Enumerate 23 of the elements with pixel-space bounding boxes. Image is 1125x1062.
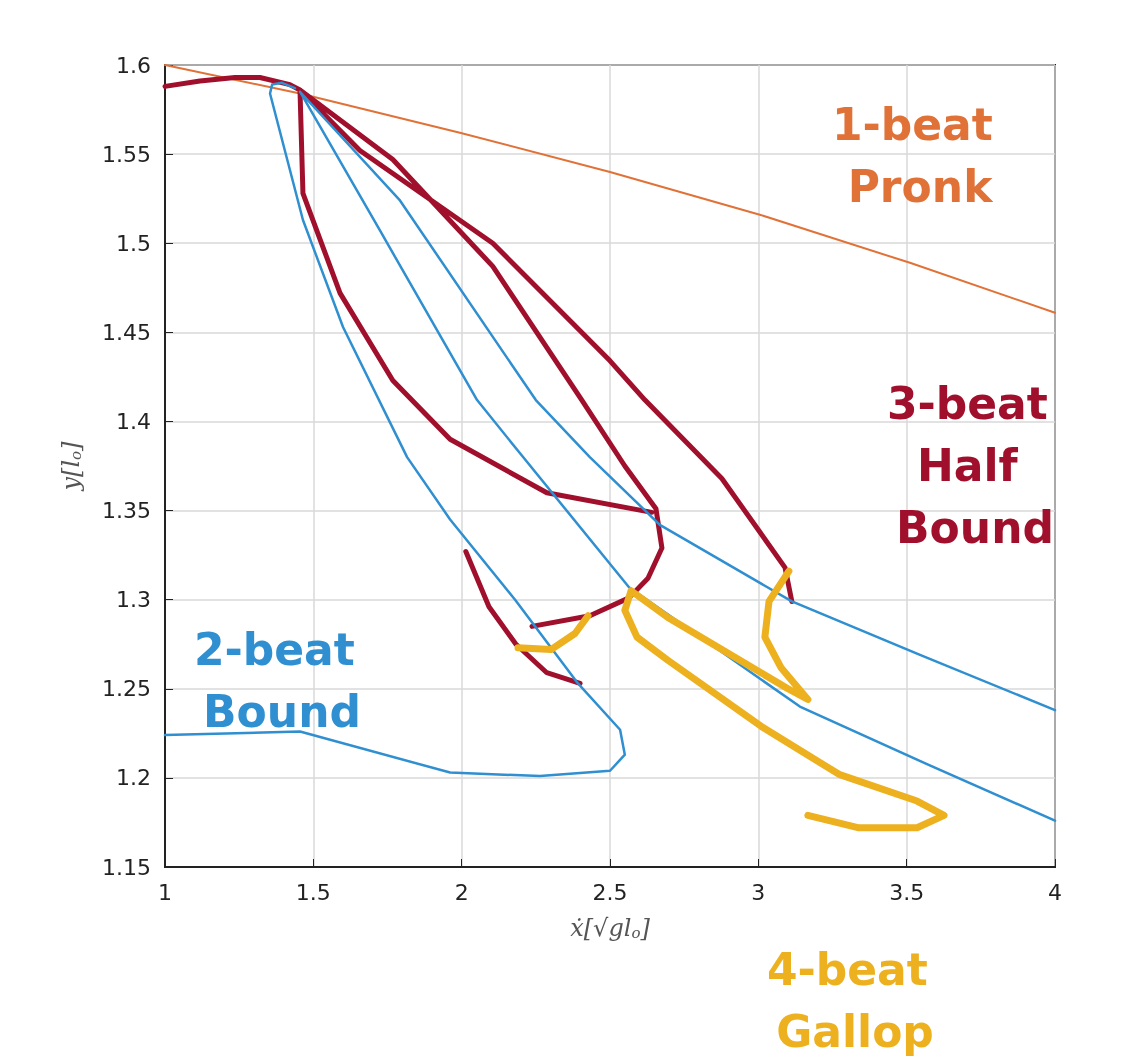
y-tick-label: 1.2 — [116, 765, 151, 791]
x-tick-label: 1 — [158, 879, 172, 905]
y-tick-label: 1.15 — [102, 854, 151, 880]
series-label: 2-beat Bound — [193, 623, 371, 737]
y-axis-title: y[lo] — [56, 440, 85, 492]
y-tick-label: 1.55 — [102, 141, 151, 167]
y-tick-label: 1.4 — [116, 408, 151, 434]
y-tick-label: 1.5 — [116, 230, 151, 256]
x-tick-label: 2 — [454, 879, 469, 905]
x-tick-label: 3 — [751, 879, 766, 905]
series-label: 1-beat Pronk — [831, 98, 1009, 212]
y-tick-label: 1.45 — [102, 319, 151, 345]
x-tick-label: 2.5 — [592, 879, 628, 905]
y-tick-label: 1.6 — [116, 52, 151, 78]
y-tick-label: 1.35 — [102, 498, 151, 524]
x-tick-label: 4 — [1048, 879, 1062, 905]
text: 4-beat Gallop — [766, 943, 944, 1057]
x-axis-title: ẋ[√glo] — [570, 913, 651, 942]
text: 3-beat Half Bound — [886, 377, 1064, 553]
x-tick-label: 1.5 — [295, 879, 331, 905]
y-tick-label: 1.25 — [102, 676, 151, 702]
y-tick-label: 1.3 — [116, 587, 151, 613]
x-tick-label: 3.5 — [889, 879, 925, 905]
